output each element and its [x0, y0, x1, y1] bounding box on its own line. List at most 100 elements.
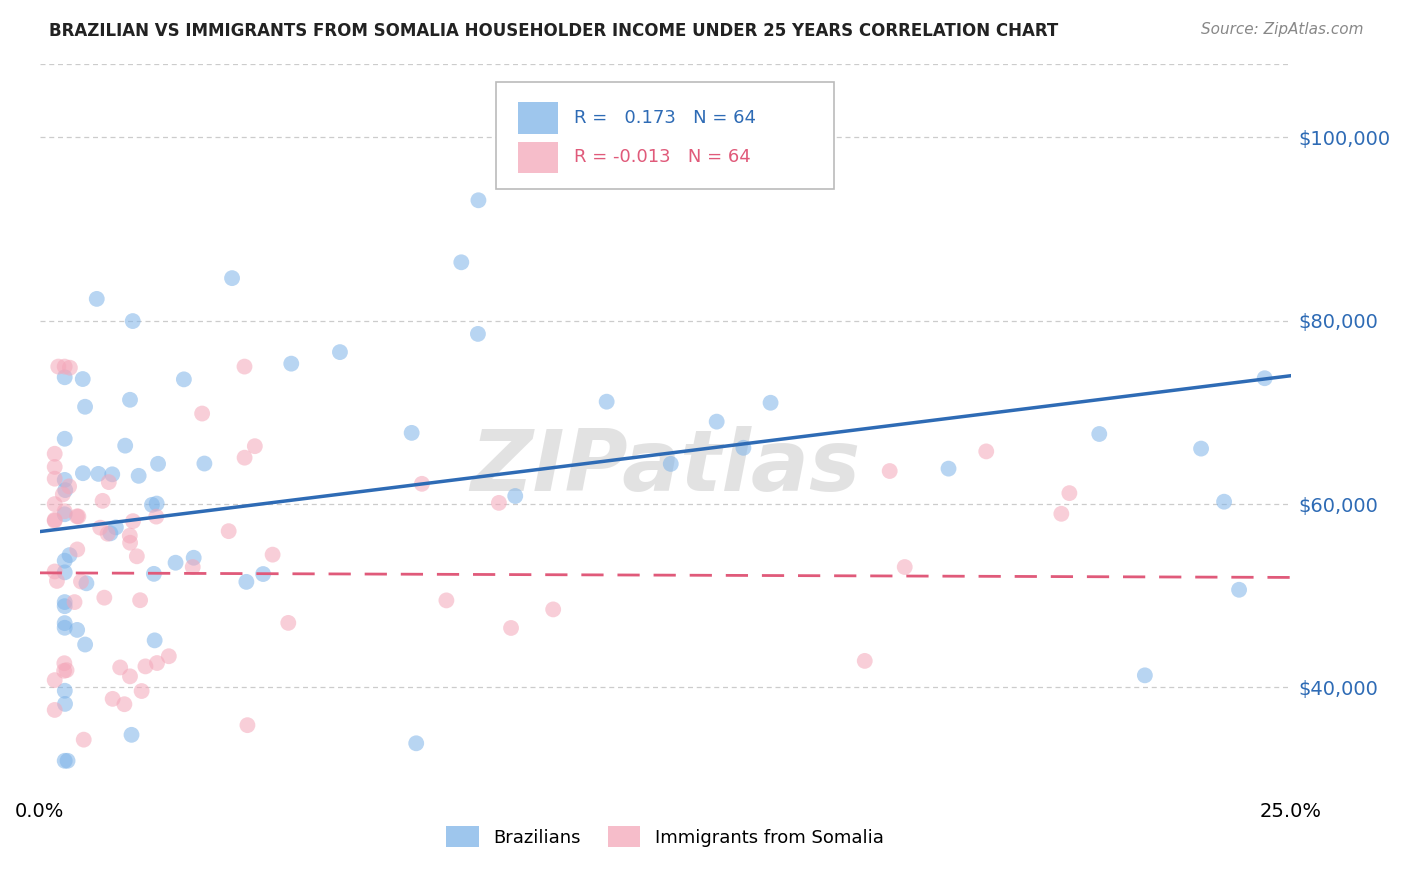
Point	[595, 394, 617, 409]
Point	[145, 497, 167, 511]
Point	[128, 468, 150, 483]
Text: BRAZILIAN VS IMMIGRANTS FROM SOMALIA HOUSEHOLDER INCOME UNDER 25 YEARS CORRELATI: BRAZILIAN VS IMMIGRANTS FROM SOMALIA HOU…	[49, 22, 1059, 40]
Text: Source: ZipAtlas.com: Source: ZipAtlas.com	[1201, 22, 1364, 37]
Point	[659, 457, 682, 471]
Point	[1227, 582, 1250, 597]
Point	[1088, 427, 1111, 442]
Point	[499, 621, 522, 635]
Point	[165, 556, 187, 570]
Point	[280, 357, 302, 371]
Point	[112, 697, 135, 711]
Point	[1213, 494, 1236, 508]
Point	[118, 669, 141, 683]
Point	[53, 370, 76, 384]
Point	[141, 498, 163, 512]
Point	[191, 407, 214, 421]
Point	[46, 574, 69, 588]
Point	[541, 602, 564, 616]
Point	[134, 659, 156, 673]
Point	[129, 593, 152, 607]
Point	[879, 464, 901, 478]
Point	[53, 616, 76, 631]
Point	[97, 526, 120, 541]
Point	[66, 623, 89, 637]
Point	[58, 548, 80, 562]
Point	[89, 521, 111, 535]
Point	[252, 567, 274, 582]
Point	[46, 359, 69, 374]
Point	[733, 441, 755, 455]
Point	[66, 509, 89, 524]
Point	[1059, 486, 1081, 500]
Point	[405, 736, 427, 750]
Text: R =   0.173   N = 64: R = 0.173 N = 64	[574, 109, 756, 127]
Point	[262, 548, 284, 562]
Point	[118, 529, 141, 543]
Point	[44, 497, 66, 511]
Point	[235, 574, 257, 589]
Point	[411, 476, 433, 491]
Point	[450, 255, 472, 269]
Point	[938, 461, 960, 475]
Point	[173, 372, 195, 386]
Point	[488, 496, 510, 510]
Point	[53, 599, 76, 614]
Point	[401, 425, 423, 440]
Point	[1189, 442, 1212, 456]
Point	[243, 439, 266, 453]
Point	[53, 664, 76, 678]
Point	[53, 566, 76, 580]
Point	[236, 718, 259, 732]
Point	[120, 535, 142, 549]
Point	[100, 526, 122, 541]
Point	[1253, 371, 1275, 385]
Text: R = -0.013   N = 64: R = -0.013 N = 64	[574, 148, 751, 166]
Point	[86, 292, 108, 306]
Point	[101, 467, 124, 482]
Point	[122, 514, 145, 528]
Point	[44, 459, 66, 474]
Point	[193, 457, 215, 471]
Point	[118, 392, 141, 407]
Point	[53, 508, 76, 522]
Point	[53, 554, 76, 568]
Point	[97, 475, 120, 489]
Text: ZIPatlas: ZIPatlas	[470, 425, 860, 509]
Point	[63, 595, 86, 609]
Point	[53, 483, 76, 497]
Point	[706, 415, 728, 429]
Point	[181, 560, 204, 574]
Point	[75, 576, 97, 591]
Point	[233, 450, 256, 465]
FancyBboxPatch shape	[517, 142, 558, 173]
Point	[91, 493, 114, 508]
Point	[125, 549, 148, 564]
Point	[56, 754, 79, 768]
Point	[1133, 668, 1156, 682]
Point	[67, 509, 90, 524]
Point	[233, 359, 256, 374]
Point	[143, 633, 166, 648]
Point	[73, 732, 96, 747]
Point	[329, 345, 352, 359]
Point	[104, 520, 127, 534]
Legend: Brazilians, Immigrants from Somalia: Brazilians, Immigrants from Somalia	[439, 819, 891, 855]
Point	[218, 524, 240, 538]
Point	[467, 326, 489, 341]
Point	[44, 472, 66, 486]
Point	[1050, 507, 1073, 521]
Point	[73, 400, 96, 414]
Point	[70, 574, 93, 589]
Point	[142, 566, 165, 581]
Point	[157, 649, 180, 664]
Point	[53, 359, 76, 374]
Point	[101, 691, 124, 706]
Point	[434, 593, 457, 607]
Point	[108, 660, 131, 674]
Point	[52, 487, 75, 501]
Point	[146, 656, 169, 670]
Point	[55, 663, 77, 677]
Point	[44, 703, 66, 717]
Point	[53, 697, 76, 711]
Point	[145, 509, 167, 524]
